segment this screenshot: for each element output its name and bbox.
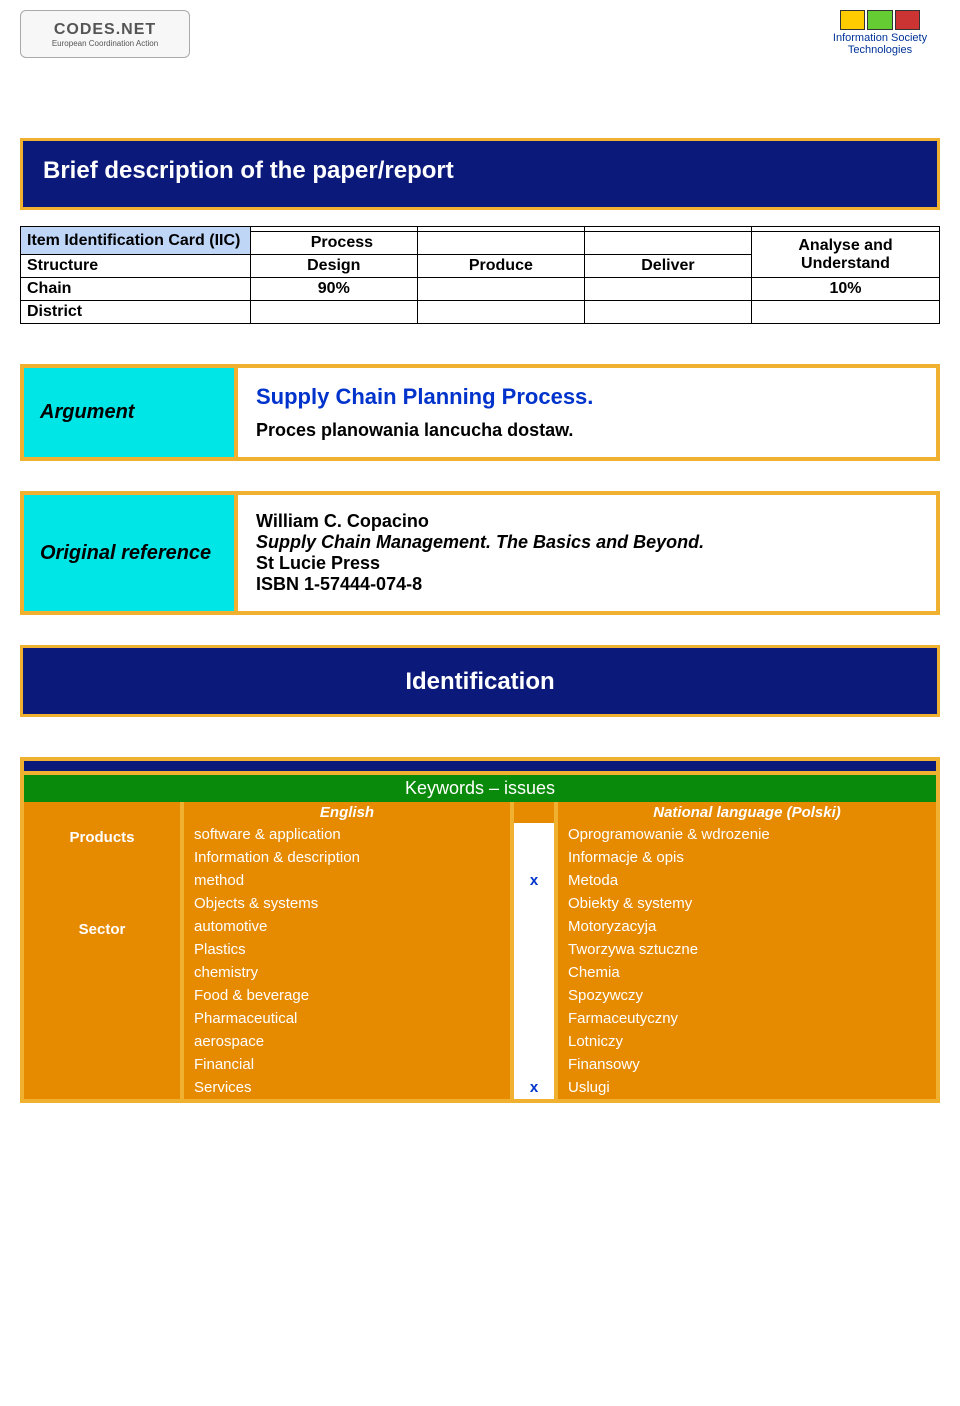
iic-header-cell: Item Identification Card (IIC) [21, 227, 251, 255]
argument-subtitle: Proces planowania lancucha dostaw. [256, 420, 918, 441]
keywords-en-9: aerospace [182, 1030, 512, 1053]
reference-publisher: St Lucie Press [256, 553, 918, 574]
iic-row-chain: Chain [21, 278, 251, 301]
iic-chain-analyse: 10% [751, 278, 939, 301]
argument-title: Supply Chain Planning Process. [256, 384, 918, 410]
iic-district-deliver [584, 301, 751, 324]
iic-chain-design: 90% [250, 278, 417, 301]
keywords-mark-1 [512, 846, 556, 869]
argument-panel: Argument Supply Chain Planning Process. … [20, 364, 940, 461]
iic-row-structure: Structure [21, 255, 251, 278]
keywords-nat-5: Tworzywa sztuczne [556, 938, 938, 961]
logo-left-sub: European Coordination Action [52, 39, 158, 48]
reference-author: William C. Copacino [256, 511, 918, 532]
keywords-mark-3 [512, 892, 556, 915]
reference-label: Original reference [24, 495, 234, 611]
logo-left-text: CODES.NET [54, 21, 156, 39]
keywords-en-5: Plastics [182, 938, 512, 961]
ist-caption-1: Information Society [820, 32, 940, 44]
ist-logo: Information Society Technologies [820, 10, 940, 56]
banner-brief-description: Brief description of the paper/report [20, 138, 940, 210]
keywords-nat-11: Uslugi [556, 1076, 938, 1101]
ist-icon-3 [895, 10, 920, 30]
iic-row-district: District [21, 301, 251, 324]
iic-blank-5 [417, 232, 584, 255]
iic-col-deliver: Deliver [584, 255, 751, 278]
keywords-nat-7: Spozywczy [556, 984, 938, 1007]
keywords-en-3: Objects & systems [182, 892, 512, 915]
keywords-en-2: method [182, 869, 512, 892]
keywords-nat-8: Farmaceutyczny [556, 1007, 938, 1030]
banner1-title: Brief description of the paper/report [43, 149, 917, 185]
keywords-cat-products: Products [22, 823, 182, 915]
banner-identification: Identification [20, 645, 940, 717]
iic-table: Item Identification Card (IIC) Process A… [20, 226, 940, 324]
header-logos: CODES.NET European Coordination Action I… [20, 10, 940, 58]
reference-isbn: ISBN 1-57444-074-8 [256, 574, 918, 595]
keywords-mark-4 [512, 915, 556, 938]
keywords-col-national: National language (Polski) [556, 802, 938, 823]
iic-district-design [250, 301, 417, 324]
iic-chain-produce [417, 278, 584, 301]
iic-col-produce: Produce [417, 255, 584, 278]
ist-caption-2: Technologies [820, 44, 940, 56]
ist-icon-grid [840, 10, 920, 30]
argument-content: Supply Chain Planning Process. Proces pl… [234, 368, 936, 457]
keywords-mark-9 [512, 1030, 556, 1053]
ist-icon-2 [867, 10, 892, 30]
keywords-en-8: Pharmaceutical [182, 1007, 512, 1030]
keywords-nat-6: Chemia [556, 961, 938, 984]
keywords-mark-2: x [512, 869, 556, 892]
keywords-table: Keywords – issues English National langu… [20, 757, 940, 1103]
keywords-green: Keywords – issues [22, 773, 938, 802]
keywords-en-0: software & application [182, 823, 512, 846]
keywords-cat-sector: Sector [22, 915, 182, 1101]
iic-chain-deliver [584, 278, 751, 301]
keywords-nat-4: Motoryzacyja [556, 915, 938, 938]
reference-work: Supply Chain Management. The Basics and … [256, 532, 918, 553]
banner2-title: Identification [43, 660, 917, 696]
iic-district-analyse [751, 301, 939, 324]
iic-col-design: Design [250, 255, 417, 278]
keywords-mark-6 [512, 961, 556, 984]
iic-blank-6 [584, 232, 751, 255]
keywords-en-10: Financial [182, 1053, 512, 1076]
keywords-en-6: chemistry [182, 961, 512, 984]
keywords-en-11: Services [182, 1076, 512, 1101]
keywords-en-7: Food & beverage [182, 984, 512, 1007]
keywords-head [22, 759, 938, 773]
reference-content: William C. Copacino Supply Chain Managem… [234, 495, 936, 611]
codesnet-logo: CODES.NET European Coordination Action [20, 10, 190, 58]
keywords-nat-9: Lotniczy [556, 1030, 938, 1053]
keywords-mark-5 [512, 938, 556, 961]
keywords-subhead-blank [22, 802, 182, 823]
keywords-col-mark-blank [512, 802, 556, 823]
keywords-en-4: automotive [182, 915, 512, 938]
keywords-nat-10: Finansowy [556, 1053, 938, 1076]
iic-col-analyse: Analyse and Understand [751, 232, 939, 278]
keywords-mark-10 [512, 1053, 556, 1076]
iic-process-label: Process [250, 232, 417, 255]
keywords-mark-0 [512, 823, 556, 846]
keywords-mark-8 [512, 1007, 556, 1030]
ist-icon-1 [840, 10, 865, 30]
keywords-mark-7 [512, 984, 556, 1007]
iic-district-produce [417, 301, 584, 324]
keywords-nat-0: Oprogramowanie & wdrozenie [556, 823, 938, 846]
keywords-col-english: English [182, 802, 512, 823]
keywords-nat-2: Metoda [556, 869, 938, 892]
keywords-en-1: Information & description [182, 846, 512, 869]
reference-panel: Original reference William C. Copacino S… [20, 491, 940, 615]
keywords-mark-11: x [512, 1076, 556, 1101]
argument-label: Argument [24, 368, 234, 457]
keywords-nat-1: Informacje & opis [556, 846, 938, 869]
keywords-nat-3: Obiekty & systemy [556, 892, 938, 915]
